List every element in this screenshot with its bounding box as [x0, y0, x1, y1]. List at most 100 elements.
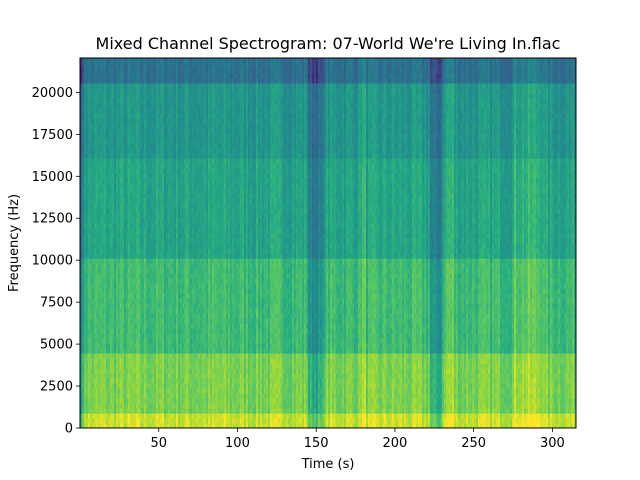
heatmap-cell: [90, 58, 93, 64]
heatmap-cell: [100, 198, 103, 204]
heatmap-cell: [106, 223, 109, 229]
heatmap-cell: [98, 388, 101, 394]
heatmap-cell: [140, 273, 143, 279]
heatmap-cell: [134, 208, 137, 214]
heatmap-cell: [102, 268, 105, 274]
heatmap-cell: [110, 128, 113, 134]
heatmap-cell: [126, 278, 129, 284]
heatmap-cell: [116, 93, 119, 99]
heatmap-cell: [108, 213, 111, 219]
heatmap-cell: [106, 308, 109, 314]
heatmap-cell: [126, 348, 129, 354]
heatmap-cell: [102, 408, 105, 414]
heatmap-cell: [104, 363, 107, 369]
heatmap-cell: [146, 333, 149, 339]
heatmap-cell: [144, 128, 147, 134]
heatmap-cell: [150, 278, 153, 284]
heatmap-cell: [96, 143, 99, 149]
heatmap-cell: [132, 93, 135, 99]
heatmap-cell: [124, 338, 127, 344]
heatmap-cell: [98, 133, 101, 139]
heatmap-cell: [86, 208, 89, 214]
heatmap-cell: [112, 348, 115, 354]
heatmap-cell: [118, 203, 121, 209]
heatmap-cell: [148, 423, 151, 428]
heatmap-cell: [148, 158, 151, 164]
heatmap-cell: [86, 398, 89, 404]
heatmap-cell: [110, 178, 113, 184]
heatmap-cell: [134, 283, 137, 289]
heatmap-cell: [90, 118, 93, 124]
heatmap-cell: [104, 243, 107, 249]
heatmap-cell: [112, 123, 115, 129]
heatmap-cell: [114, 378, 117, 384]
heatmap-cell: [80, 183, 83, 189]
heatmap-cell: [114, 113, 117, 119]
heatmap-cell: [100, 143, 103, 149]
heatmap-cell: [94, 363, 97, 369]
heatmap-cell: [152, 363, 155, 369]
heatmap-cell: [110, 73, 113, 79]
heatmap-cell: [134, 83, 137, 89]
heatmap-cell: [142, 328, 145, 334]
heatmap-cell: [118, 148, 121, 154]
heatmap-cell: [82, 138, 85, 144]
heatmap-cell: [130, 343, 133, 349]
heatmap-cell: [96, 358, 99, 364]
heatmap-cell: [106, 68, 109, 74]
heatmap-cell: [98, 333, 101, 339]
heatmap-cell: [120, 248, 123, 254]
heatmap-cell: [126, 238, 129, 244]
heatmap-cell: [148, 63, 151, 69]
heatmap-cell: [100, 338, 103, 344]
heatmap-cell: [118, 388, 121, 394]
heatmap-cell: [92, 383, 95, 389]
heatmap-cell: [118, 118, 121, 124]
heatmap-cell: [96, 348, 99, 354]
heatmap-cell: [102, 173, 105, 179]
heatmap-cell: [92, 308, 95, 314]
heatmap-cell: [94, 153, 97, 159]
heatmap-cell: [92, 243, 95, 249]
heatmap-cell: [80, 278, 83, 284]
heatmap-cell: [118, 93, 121, 99]
heatmap-cell: [120, 113, 123, 119]
heatmap-cell: [92, 148, 95, 154]
heatmap-cell: [136, 73, 139, 79]
heatmap-cell: [150, 258, 153, 264]
heatmap-cell: [152, 348, 155, 354]
heatmap-cell: [136, 298, 139, 304]
heatmap-cell: [116, 83, 119, 89]
heatmap-cell: [108, 123, 111, 129]
heatmap-cell: [88, 213, 91, 219]
heatmap-cell: [122, 183, 125, 189]
heatmap-cell: [144, 328, 147, 334]
heatmap-cell: [140, 63, 143, 69]
heatmap-cell: [122, 278, 125, 284]
heatmap-cell: [84, 108, 87, 114]
heatmap-cell: [144, 283, 147, 289]
heatmap-cell: [80, 153, 83, 159]
heatmap-cell: [96, 318, 99, 324]
heatmap-cell: [102, 413, 105, 419]
heatmap-cell: [146, 328, 149, 334]
heatmap-cell: [84, 318, 87, 324]
heatmap-cell: [102, 63, 105, 69]
heatmap-cell: [112, 408, 115, 414]
heatmap-cell: [146, 83, 149, 89]
heatmap-cell: [132, 418, 135, 424]
heatmap-cell: [138, 133, 141, 139]
heatmap-cell: [134, 133, 137, 139]
heatmap-cell: [130, 373, 133, 379]
heatmap-cell: [88, 298, 91, 304]
heatmap-cell: [148, 283, 151, 289]
heatmap-cell: [140, 333, 143, 339]
heatmap-cell: [84, 248, 87, 254]
heatmap-cell: [140, 233, 143, 239]
heatmap-cell: [126, 368, 129, 374]
heatmap-cell: [82, 163, 85, 169]
heatmap-cell: [106, 383, 109, 389]
heatmap-cell: [84, 303, 87, 309]
heatmap-cell: [148, 73, 151, 79]
heatmap-cell: [130, 328, 133, 334]
